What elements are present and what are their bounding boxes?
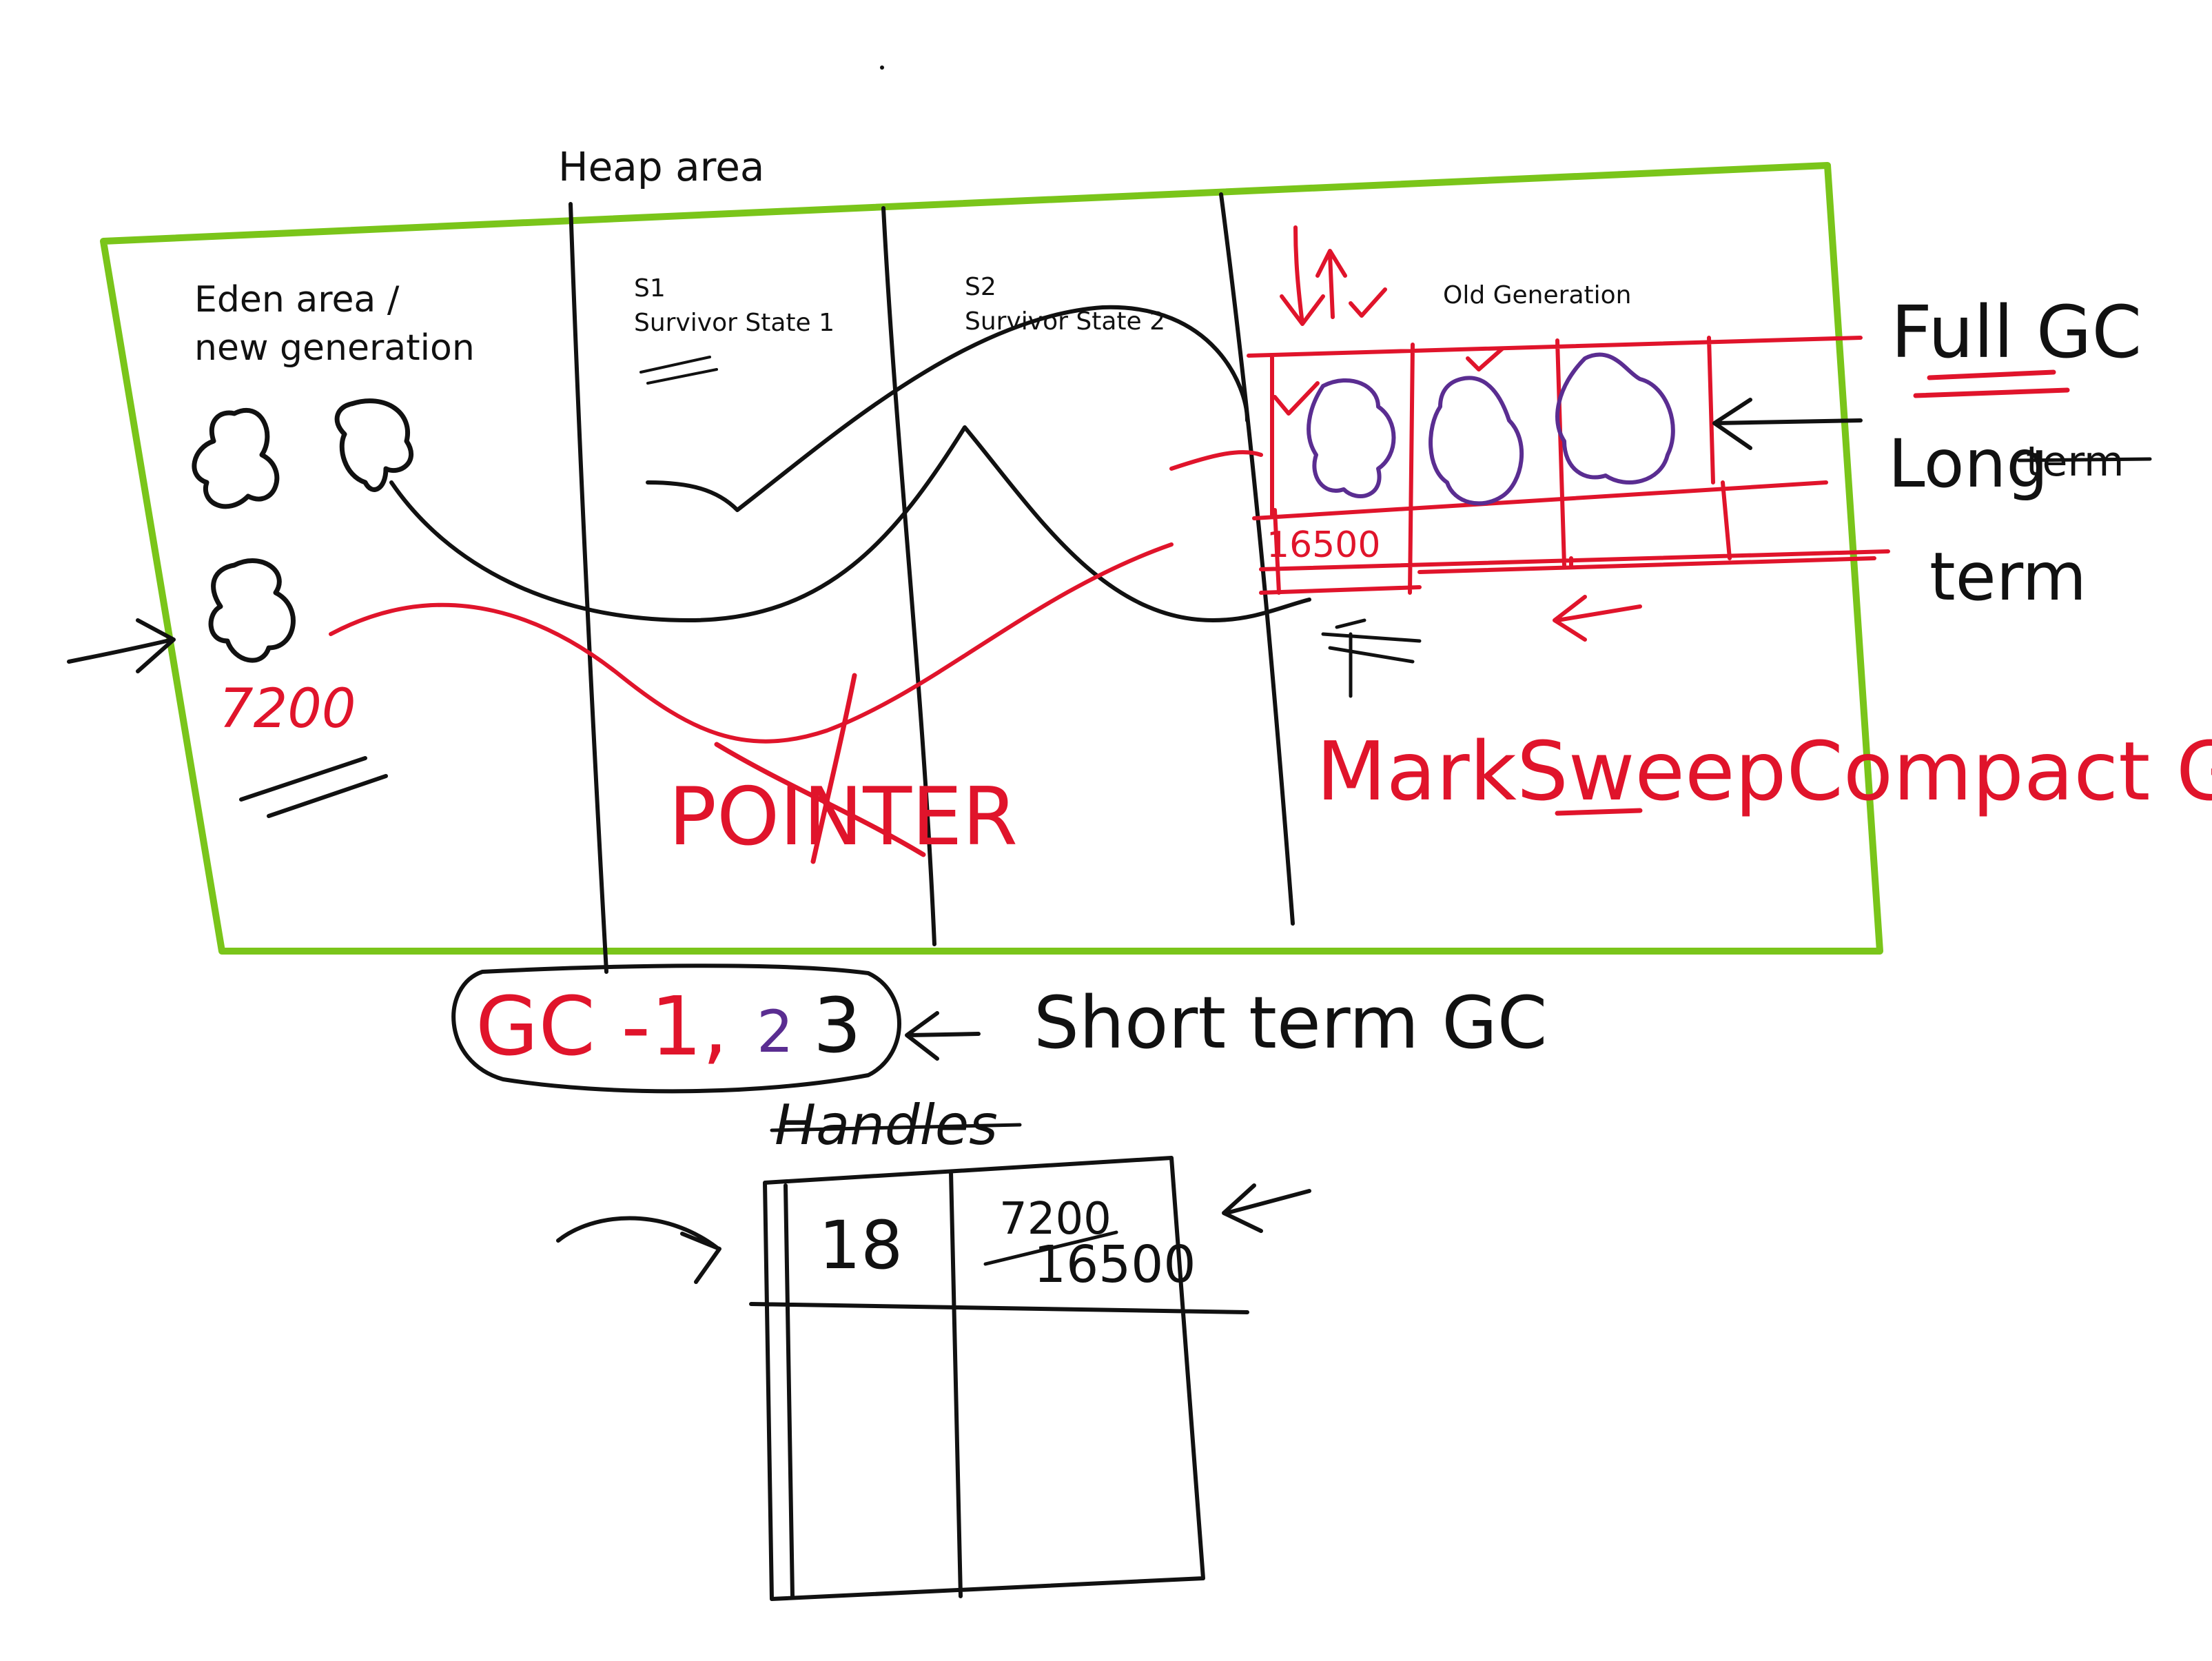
handles-table (749, 1156, 1249, 1601)
handle-new-value: 16500 (1034, 1235, 1196, 1294)
long-term-line1: Long (1888, 425, 2048, 502)
old-object-3 (1555, 352, 1675, 485)
s1-subtitle: Survivor State 1 (634, 309, 834, 337)
handle-old-value-strike (983, 1230, 1118, 1266)
s2-title: S2 (965, 273, 996, 301)
eden-value-underline (239, 756, 388, 818)
handles-side-arrow-icon (1222, 1183, 1311, 1233)
full-gc-underline (1913, 369, 2070, 398)
object-path-black-2 (646, 305, 1249, 512)
gc-count-three: 3 (813, 981, 861, 1070)
up-down-arrow-icon (1280, 225, 1347, 326)
object-path-red (329, 542, 1174, 744)
s1-underline (639, 356, 718, 385)
gc-oval (451, 964, 901, 1094)
gc-count-two: 2 (757, 998, 793, 1066)
check-icon-3 (1466, 347, 1504, 371)
old-generation-label: Old Generation (1443, 281, 1631, 309)
divider-s2-old (1219, 192, 1295, 926)
entry-arrow-icon (67, 618, 176, 673)
old-gen-mark (1321, 618, 1422, 698)
gc-count-label: GC -1, (475, 979, 728, 1074)
full-gc-label: Full GC (1891, 290, 2142, 374)
s1-title: S1 (634, 274, 666, 303)
object-path-black-1 (389, 425, 1311, 622)
handles-in-arrow-icon (556, 1216, 721, 1284)
object-path-red-tail (1169, 450, 1263, 471)
long-term-line2: term (1929, 538, 2087, 615)
compact-arrow-icon (1553, 595, 1642, 642)
short-term-gc-label: Short term GC (1034, 981, 1547, 1065)
mark-sweep-compact-label: MarkSweepCompact GC (1316, 724, 2212, 819)
eden-object-3 (208, 558, 296, 663)
eden-object-1 (192, 407, 280, 509)
old-value: 16500 (1267, 524, 1380, 566)
eden-label-line1: Eden area / (194, 279, 400, 320)
heap-border (100, 162, 1883, 955)
heap-area-label: Heap area (558, 143, 764, 190)
old-object-2 (1428, 376, 1524, 506)
divider-eden-s1 (569, 202, 608, 974)
eden-label-line2: new generation (194, 327, 475, 369)
eden-object-2 (334, 398, 413, 492)
short-term-arrow-icon (905, 1011, 981, 1061)
long-term-strike (2017, 457, 2152, 462)
mark-sweep-underline (1555, 808, 1643, 816)
pointer-cross (714, 673, 926, 864)
stray-dot (880, 65, 884, 70)
long-term-arrow-icon (1712, 398, 1863, 450)
handle-id-cell: 18 (819, 1207, 903, 1284)
handle-old-value: 7200 (999, 1194, 1112, 1245)
pointer-label: POINTER (668, 771, 1018, 864)
check-icon-2 (1349, 287, 1387, 318)
old-gen-grid (1247, 336, 1890, 595)
old-object-1 (1307, 378, 1396, 498)
handles-strike (770, 1123, 1022, 1132)
check-icon-1 (1273, 381, 1320, 416)
divider-s1-s2 (881, 206, 936, 946)
eden-value: 7200 (219, 678, 356, 740)
